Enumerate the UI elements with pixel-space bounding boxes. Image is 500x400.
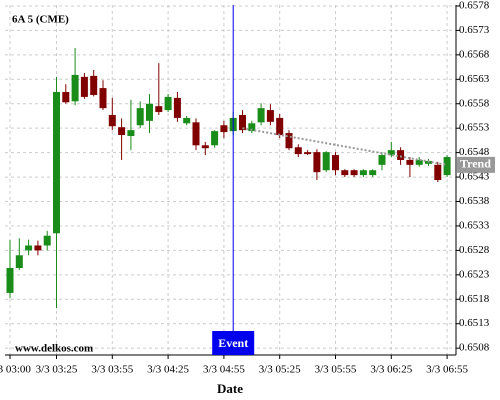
candle-body (350, 170, 358, 176)
candle-body (127, 130, 135, 137)
candle-body (71, 74, 79, 102)
candle-body (118, 127, 126, 136)
candle-body (211, 131, 219, 146)
candle-body (164, 96, 172, 111)
y-tick-label: 0.6533 (459, 219, 490, 231)
candle-body (443, 157, 451, 176)
candle-body (173, 97, 181, 118)
x-tick-label: 3/3 06:25 (370, 364, 412, 376)
y-tick-label: 0.6573 (459, 24, 490, 36)
y-tick-label: 0.6578 (459, 0, 490, 12)
candle-body (192, 122, 200, 146)
candle-body (239, 114, 246, 131)
x-tick-label: 3/3 06:55 (426, 364, 468, 376)
candle-body (90, 75, 98, 95)
x-tick-label: 3/3 03:00 (0, 364, 31, 376)
y-tick-label: 0.6513 (459, 317, 490, 329)
candle-body (406, 159, 414, 165)
candle-body (15, 255, 23, 268)
candle-body (155, 106, 163, 113)
candle-body (257, 108, 265, 123)
y-tick-label: 0.6553 (459, 122, 490, 134)
candle-body (34, 245, 42, 251)
candle-body (220, 125, 228, 133)
candle-body (304, 152, 312, 155)
y-tick-label: 0.6543 (459, 171, 490, 183)
plot-area (5, 5, 456, 355)
y-tick-label: 0.6558 (459, 97, 490, 109)
candles (6, 48, 451, 309)
x-axis-title: Date (217, 381, 243, 396)
trend-label-box (457, 156, 495, 173)
candle-body (387, 150, 395, 156)
candle-body (322, 152, 330, 171)
x-tick-label: 3/3 04:25 (147, 364, 189, 376)
candle-body (108, 114, 116, 127)
y-tick-label: 0.6508 (459, 342, 490, 354)
candle-body (285, 133, 293, 149)
candle-body (80, 76, 88, 97)
watermark: www.delkos.com (15, 343, 93, 355)
candle-body (434, 164, 442, 180)
candle-body (201, 145, 209, 149)
y-tick-label: 0.6563 (459, 73, 490, 85)
candle-body (378, 155, 386, 165)
candle-body (62, 92, 70, 103)
candle-body (99, 88, 107, 109)
y-tick-label: 0.6528 (459, 244, 490, 256)
x-tick-label: 3/3 03:55 (91, 364, 133, 376)
y-tick-label: 0.6568 (459, 48, 490, 60)
candle-body (397, 150, 405, 160)
y-tick-label: 0.6518 (459, 293, 490, 305)
candle-body (25, 245, 33, 251)
x-tick-label: 3/3 05:55 (315, 364, 357, 376)
candle-body (183, 117, 191, 124)
trend-line (242, 127, 448, 166)
event-label-box (212, 331, 255, 355)
candle-body (43, 235, 51, 246)
chart-title: 6A 5 (CME) (12, 14, 69, 26)
candle-body (248, 123, 256, 132)
x-tick-label: 3/3 03:25 (36, 364, 78, 376)
candle-body (294, 147, 302, 155)
candle-body (415, 159, 423, 165)
candle-body (332, 155, 339, 171)
x-tick-label: 3/3 05:25 (259, 364, 301, 376)
candle-body (266, 110, 274, 122)
y-tick-label: 0.6523 (459, 268, 490, 280)
candle-body (369, 170, 377, 176)
candle-body (146, 103, 153, 121)
candle-body (341, 170, 349, 176)
candle-body (276, 117, 284, 136)
candle-body (6, 267, 14, 293)
y-tick-label: 0.6538 (459, 195, 490, 207)
event-label: Event (218, 336, 248, 350)
trend-label: Trend (460, 157, 491, 171)
y-tick-label: 0.6548 (459, 146, 490, 158)
candle-body (136, 108, 144, 126)
candle-body (53, 92, 60, 234)
candle-body (359, 170, 367, 176)
x-tick-label: 3/3 04:55 (203, 364, 245, 376)
candle-body (313, 152, 321, 173)
